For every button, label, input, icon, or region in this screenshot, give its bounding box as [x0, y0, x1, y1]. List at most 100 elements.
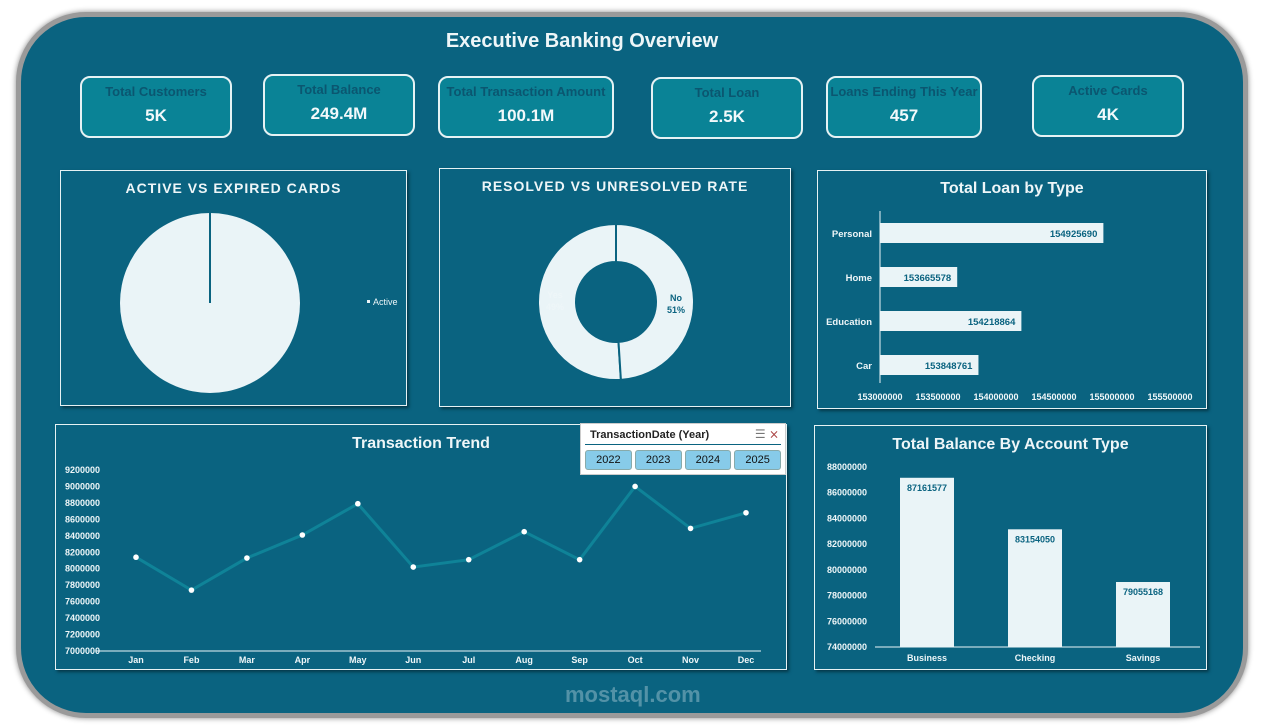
kpi-label: Total Transaction Amount: [446, 84, 606, 99]
data-label: 83154050: [1015, 534, 1055, 544]
donut-slice-yes: [615, 222, 695, 381]
kpi-value: 100.1M: [497, 106, 555, 125]
y-tick-label: 86000000: [827, 488, 867, 498]
data-point-nov: [687, 525, 694, 532]
year-slicer: TransactionDate (Year) ☰ ⨯ 2022 2023 202…: [580, 423, 786, 475]
donut-label-yes: Yes: [547, 290, 563, 300]
bar-business: [900, 477, 954, 647]
kpi-value: 249.4M: [310, 104, 368, 123]
y-tick-label: 7600000: [65, 597, 100, 607]
data-point-jun: [410, 564, 417, 570]
legend-active: Active: [373, 297, 398, 307]
kpi-label: Loans Ending This Year: [830, 84, 978, 99]
slicer-title: TransactionDate (Year): [585, 424, 781, 445]
data-point-aug: [521, 528, 527, 535]
donut-label-no: No: [670, 293, 682, 303]
y-tick-label: 7200000: [65, 630, 100, 640]
y-tick-label: 74000000: [827, 642, 867, 652]
slicer-option-2023[interactable]: 2023: [634, 450, 682, 470]
kpi-label: Total Loan: [694, 85, 760, 100]
kpi-value: 5K: [145, 106, 167, 125]
x-tick-label: May: [349, 655, 367, 665]
bar-checking: [1008, 529, 1062, 647]
y-tick-label: 9000000: [65, 481, 100, 491]
kpi-loans-ending: Loans Ending This Year 457: [826, 76, 982, 138]
data-point-feb: [188, 587, 195, 593]
slicer-option-2024[interactable]: 2024: [684, 450, 732, 470]
y-tick-label: 7800000: [65, 580, 100, 590]
trend-line: [135, 484, 747, 592]
slicer-option-2025[interactable]: 2025: [734, 450, 781, 470]
x-tick-label: 155500000: [1147, 392, 1192, 402]
chart-title: ACTIVE VS EXPIRED CARDS: [125, 180, 342, 196]
balance-by-account-panel: Total Balance By Account Type 74000000 76…: [814, 425, 1207, 670]
loan-by-type-panel: Total Loan by Type Personal 154925690 Home…: [817, 170, 1207, 409]
x-tick-label: Apr: [295, 655, 311, 665]
kpi-label: Total Customers: [105, 84, 207, 99]
y-tick-label: 76000000: [827, 616, 867, 626]
category-label: Savings: [1126, 653, 1161, 663]
y-tick-label: 80000000: [827, 565, 867, 575]
legend-swatch: [367, 300, 370, 303]
x-tick-label: Dec: [738, 655, 755, 665]
x-tick-label: Sep: [571, 655, 588, 665]
slicer-option-2022[interactable]: 2022: [585, 450, 632, 470]
data-label: 153848761: [925, 361, 973, 372]
data-point-oct: [632, 483, 638, 490]
y-tick-label: 78000000: [827, 591, 867, 601]
bar-home: [880, 267, 958, 287]
data-label: 87161577: [907, 483, 947, 493]
category-label: Car: [856, 361, 872, 372]
kpi-value: 457: [889, 106, 919, 125]
x-tick-label: 154000000: [973, 392, 1018, 402]
x-tick-label: 153000000: [857, 392, 902, 402]
category-label: Business: [907, 653, 947, 663]
data-point-mar: [244, 555, 250, 561]
bar-personal: [880, 223, 1104, 243]
x-tick-label: 154500000: [1031, 392, 1076, 402]
y-tick-label: 8600000: [65, 514, 100, 524]
bar-education: [880, 311, 1022, 331]
x-tick-label: Jan: [128, 655, 144, 665]
chart-title: Total Balance By Account Type: [892, 436, 1129, 453]
category-label: Education: [826, 317, 872, 328]
kpi-label: Active Cards: [1068, 83, 1148, 98]
kpi-active-cards: Active Cards 4K: [1032, 75, 1184, 137]
category-label: Checking: [1015, 653, 1056, 663]
y-tick-label: 7400000: [65, 613, 100, 623]
page-title: Executive Banking Overview: [445, 30, 719, 52]
donut-pct-yes: 49%: [546, 302, 564, 312]
donut-slice-no: [537, 222, 622, 381]
kpi-value: 2.5K: [709, 107, 745, 126]
kpi-total-transaction-amount: Total Transaction Amount 100.1M: [438, 76, 614, 138]
y-tick-label: 88000000: [827, 462, 867, 472]
kpi-total-customers: Total Customers 5K: [80, 76, 232, 138]
kpi-value: 4K: [1097, 105, 1119, 124]
multi-select-icon[interactable]: ☰: [754, 427, 766, 441]
clear-filter-icon[interactable]: ⨯: [768, 427, 779, 441]
active-vs-expired-panel: ACTIVE VS EXPIRED CARDS Active: [60, 170, 407, 406]
transaction-trend-panel: Transaction Trend 7000000 7200000 7400000 7…: [55, 424, 787, 670]
kpi-total-balance: Total Balance 249.4M: [263, 74, 415, 136]
data-point-dec: [743, 509, 749, 516]
kpi-total-loan: Total Loan 2.5K: [651, 77, 803, 139]
x-tick-label: Mar: [239, 655, 256, 665]
y-tick-label: 82000000: [827, 539, 867, 549]
y-tick-label: 7000000: [65, 646, 100, 656]
x-tick-label: Jul: [462, 655, 475, 665]
chart-title: RESOLVED VS UNRESOLVED RATE: [481, 178, 749, 194]
kpi-label: Total Balance: [297, 82, 381, 97]
x-tick-label: 153500000: [915, 392, 960, 402]
data-label: 153665578: [904, 273, 952, 284]
y-tick-label: 8800000: [65, 498, 100, 508]
data-point-may: [355, 500, 361, 507]
y-tick-label: 9200000: [65, 465, 100, 475]
x-tick-label: Jun: [405, 655, 421, 665]
y-tick-label: 8200000: [65, 547, 100, 557]
x-tick-label: Feb: [183, 655, 200, 665]
y-tick-label: 8000000: [65, 564, 100, 574]
x-tick-label: Aug: [515, 655, 533, 665]
y-tick-label: 8400000: [65, 531, 100, 541]
data-point-jan: [133, 554, 139, 561]
x-tick-label: Nov: [682, 655, 699, 665]
